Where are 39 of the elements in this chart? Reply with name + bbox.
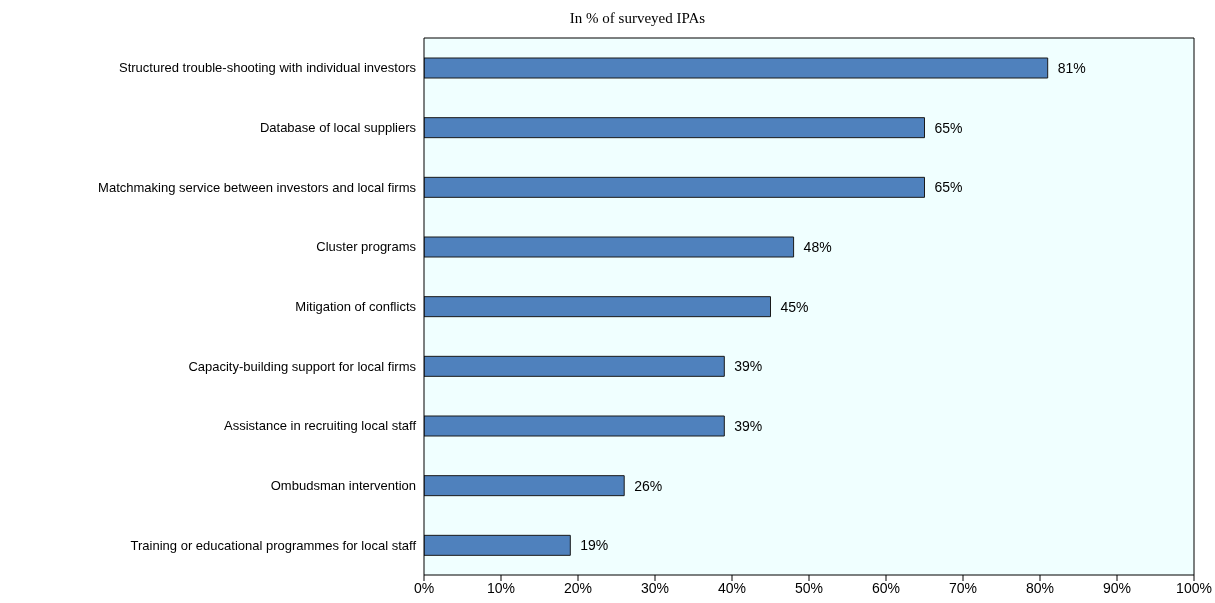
x-tick-label: 40% — [717, 579, 747, 596]
bar — [424, 117, 925, 139]
data-label: 26% — [634, 477, 663, 494]
chart-title: In % of surveyed IPAs — [568, 9, 707, 28]
bar — [424, 296, 771, 318]
bar — [424, 57, 1049, 79]
y-tick-label: Assistance in recruiting local staff — [224, 418, 417, 434]
bar — [424, 176, 925, 198]
data-label: 65% — [934, 179, 963, 196]
x-tick-label: 20% — [563, 579, 593, 596]
x-tick-label: 0% — [413, 579, 435, 596]
y-tick-label: Database of local suppliers — [259, 120, 417, 136]
y-tick-label: Cluster programs — [316, 239, 417, 255]
data-label: 39% — [734, 358, 763, 375]
data-label: 39% — [734, 417, 763, 434]
x-tick-label: 60% — [871, 579, 901, 596]
y-tick-label: Structured trouble-shooting with individual investors — [119, 60, 417, 76]
data-label: 48% — [803, 238, 832, 255]
data-label: 65% — [934, 119, 963, 136]
x-tick-label: 30% — [640, 579, 670, 596]
x-tick-label: 90% — [1102, 579, 1132, 596]
y-tick-label: Matchmaking service between investors and local firms — [98, 179, 417, 195]
bar — [424, 355, 725, 377]
x-tick-label: 70% — [948, 579, 978, 596]
y-tick-label: Mitigation of conflicts — [295, 299, 417, 315]
data-label: 19% — [580, 537, 609, 554]
x-tick-label: 50% — [794, 579, 824, 596]
bar — [424, 475, 625, 497]
x-tick-label: 80% — [1025, 579, 1055, 596]
x-tick-label: 100% — [1176, 579, 1212, 596]
bar — [424, 236, 795, 258]
y-tick-label: Ombudsman intervention — [270, 478, 416, 494]
bar — [424, 534, 571, 556]
y-tick-label: Training or educational programmes for local staff — [130, 537, 417, 553]
data-label: 81% — [1057, 59, 1086, 76]
data-label: 45% — [780, 298, 809, 315]
x-tick-label: 10% — [486, 579, 516, 596]
bar — [424, 415, 725, 437]
y-tick-label: Capacity-building support for local firms — [188, 358, 417, 374]
